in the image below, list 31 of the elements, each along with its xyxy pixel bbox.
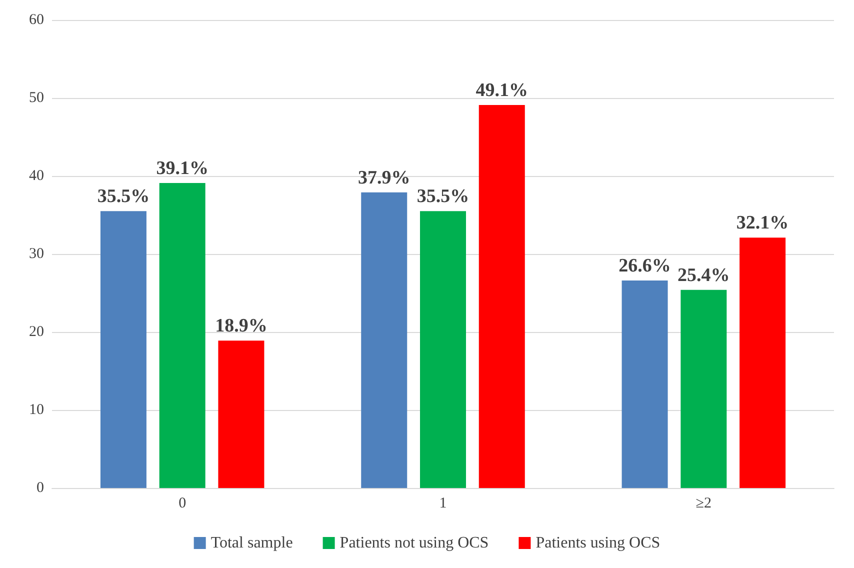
y-tick-label: 30 [29,246,44,262]
x-tick-label: ≥2 [696,496,712,512]
x-tick-label: 1 [439,496,447,512]
y-tick-label: 50 [29,90,44,106]
legend-label: Total sample [210,534,293,552]
y-tick-label: 10 [29,402,44,418]
y-tick-label: 40 [29,168,44,184]
data-label: 49.1% [476,80,528,102]
bar [622,280,668,488]
data-label: 37.9% [358,167,410,188]
bar [159,183,206,488]
data-label: 26.6% [618,256,671,277]
data-label: 39.1% [156,158,208,180]
data-label: 25.4% [678,264,730,286]
bar [680,290,727,488]
data-label: 35.5% [97,186,150,208]
legend-label: Patients not using OCS [340,534,489,552]
y-tick-label: 60 [29,12,44,28]
bar [361,192,408,488]
bar [218,340,264,488]
bar [420,211,466,488]
bar [100,211,146,488]
data-label: 18.9% [215,316,268,337]
data-label: 35.5% [416,186,470,208]
bar [478,105,525,488]
legend-label: Patients using OCS [536,534,660,552]
y-tick-label: 20 [29,324,44,340]
bar [740,238,786,488]
y-tick-label: 0 [36,480,44,496]
data-label: 32.1% [736,212,789,234]
x-tick-label: 0 [178,496,186,512]
